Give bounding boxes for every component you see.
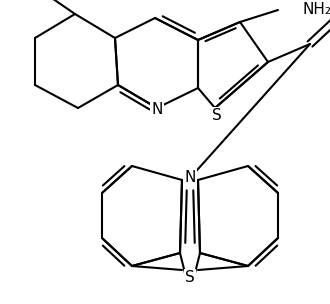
Text: S: S bbox=[185, 271, 195, 285]
Text: NH₂: NH₂ bbox=[302, 2, 330, 18]
Text: N: N bbox=[151, 102, 163, 118]
Text: N: N bbox=[184, 171, 196, 185]
Text: S: S bbox=[212, 109, 222, 123]
